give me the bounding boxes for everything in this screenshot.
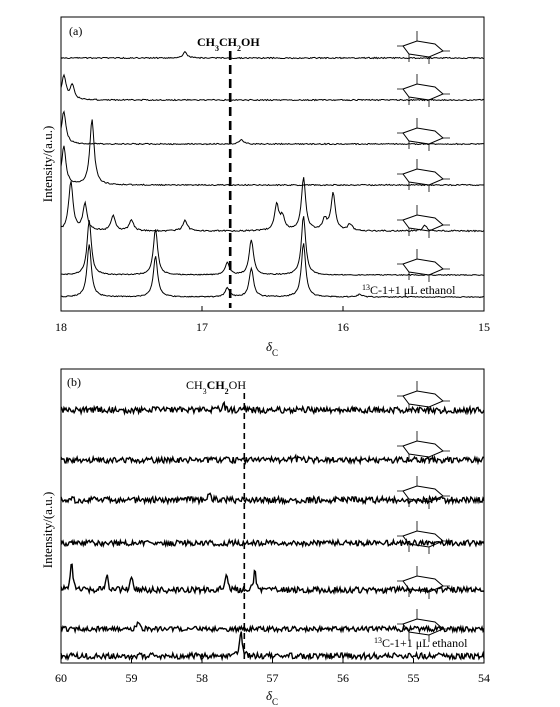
x-tick-label: 18	[55, 320, 67, 334]
glucose-ring-icon	[397, 118, 450, 151]
panel-a-marker-label: CH3CH2OH	[197, 35, 260, 53]
panel-b-label: (b)	[67, 375, 81, 389]
x-tick-label: 58	[196, 671, 208, 685]
panel-a-ylabel: Intensity/(a.u.)	[40, 126, 55, 203]
spectrum-trace	[60, 177, 485, 233]
panel-b-bottom-trace-label: 13C-1+1 μL ethanol	[374, 636, 468, 651]
panel-b-traces	[60, 400, 485, 662]
x-tick-label: 16	[337, 320, 349, 334]
panel-b-ylabel: Intensity/(a.u.)	[40, 492, 55, 569]
panel-b-marker-label: CH3CH2OH	[186, 378, 246, 396]
glucose-ring-icon	[397, 381, 450, 414]
spectrum-trace	[60, 110, 485, 146]
x-tick-label: 57	[267, 671, 279, 685]
x-tick-label: 17	[196, 320, 208, 334]
x-tick-label: 54	[478, 671, 490, 685]
panel-a-xlabel: δC	[266, 339, 278, 358]
x-tick-label: 59	[126, 671, 138, 685]
spectrum-trace	[60, 563, 485, 596]
glucose-ring-icon	[397, 609, 450, 642]
glucose-ring-icon	[397, 159, 450, 192]
spectrum-trace	[60, 537, 485, 549]
panel-a-marker-ch3: CH	[197, 35, 216, 49]
spectrum-trace	[60, 216, 485, 277]
spectrum-trace	[60, 492, 485, 506]
panel-a: (a) CH3CH2OH 13C-1+1 μL ethanol 18 17 16 15…	[40, 16, 490, 358]
x-tick-label: 15	[478, 320, 490, 334]
x-tick-label: 55	[408, 671, 420, 685]
spectrum-trace	[60, 73, 485, 102]
spectrum-trace	[60, 400, 485, 416]
glucose-ring-icon	[397, 31, 450, 64]
panel-a-label: (a)	[69, 24, 82, 38]
panel-a-frame	[60, 16, 485, 312]
glucose-ring-icon	[397, 74, 450, 107]
panel-a-traces	[60, 50, 485, 299]
spectrum-trace	[60, 621, 485, 635]
panel-a-bottom-trace-label: 13C-1+1 μL ethanol	[362, 283, 456, 298]
glucose-ring-icon	[397, 249, 450, 282]
panel-b-x-ticks: 60 59 58 57 56 55 54	[55, 658, 490, 685]
glucose-ring-icon	[397, 476, 450, 509]
panel-b-xlabel: δC	[266, 688, 278, 707]
spectrum-trace	[60, 243, 485, 299]
spectrum-trace	[60, 119, 485, 187]
sugar-structure-icons	[397, 31, 450, 642]
panel-a-x-ticks: 18 17 16 15	[55, 306, 490, 334]
spectrum-trace	[60, 453, 485, 466]
x-tick-label: 60	[55, 671, 67, 685]
glucose-ring-icon	[397, 205, 450, 238]
glucose-ring-icon	[397, 521, 450, 554]
panel-b: (b) CH3CH2OH 13C-1+1 μL ethanol 60 59 58 57…	[40, 368, 490, 707]
glucose-ring-icon	[397, 431, 450, 464]
glucose-ring-icon	[397, 566, 450, 599]
x-tick-label: 56	[337, 671, 349, 685]
spectrum-trace	[60, 50, 485, 60]
